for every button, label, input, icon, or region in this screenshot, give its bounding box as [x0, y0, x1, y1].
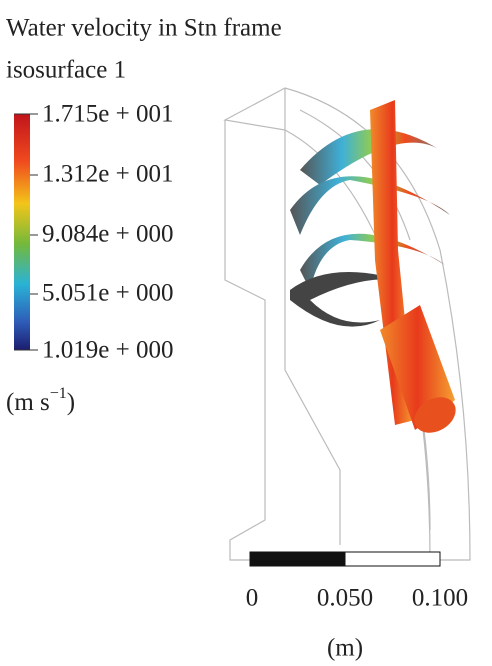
color-bar-label: 5.051e + 000 [42, 280, 173, 307]
scale-label: 0.100 [412, 585, 468, 612]
scale-bar-black [250, 552, 345, 566]
legend-title: Water velocity in Stn frame [6, 15, 282, 42]
scale-unit: (m) [327, 635, 363, 662]
color-bar [14, 114, 30, 350]
swirl-band [300, 129, 440, 185]
color-bar-label: 1.312e + 001 [42, 161, 173, 188]
color-bar-label: 1.019e + 000 [42, 337, 173, 364]
scale-label: 0.050 [317, 585, 373, 612]
figure: Water velocity in Stn frame isosurface 1… [0, 0, 492, 666]
unit-close: ) [67, 389, 75, 416]
scale-bar-white [345, 552, 440, 566]
color-bar-label: 9.084e + 000 [42, 221, 173, 248]
swirl-band [290, 176, 450, 235]
legend-subtitle: isosurface 1 [6, 57, 126, 84]
color-bar-label: 1.715e + 001 [42, 101, 173, 128]
unit-label: (m s−1) [6, 385, 75, 416]
geometry [225, 88, 470, 560]
unit-exponent: −1 [50, 385, 67, 402]
scale-label: 0 [246, 585, 259, 612]
page: Water velocity in Stn frame isosurface 1… [0, 0, 492, 666]
unit-base: (m s [6, 389, 50, 416]
